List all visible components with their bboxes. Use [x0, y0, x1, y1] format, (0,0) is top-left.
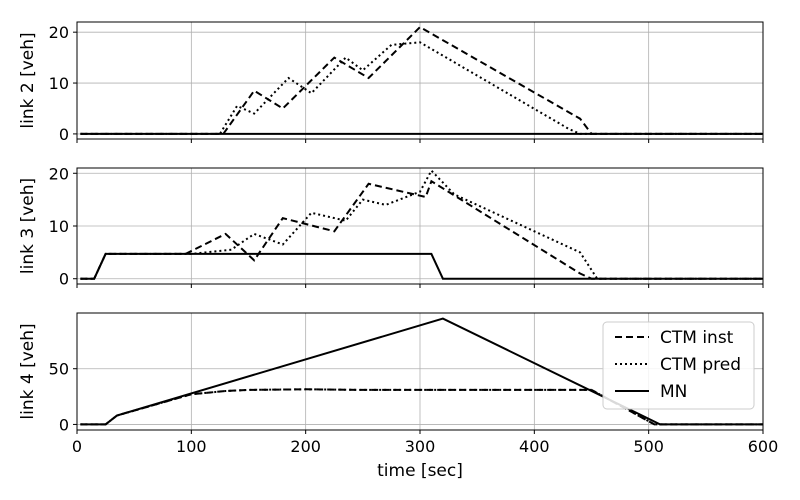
subplot-1: 0 10 20 link 2 [veh] [18, 21, 764, 144]
y-tick-label: 0 [59, 270, 69, 289]
series-ctm-inst [80, 25, 763, 135]
y-tick-label: 20 [49, 164, 69, 183]
legend-label: CTM pred [660, 355, 741, 375]
y-tick-label: 50 [49, 360, 69, 379]
series-ctm-pred [80, 168, 763, 280]
y-tick-label: 10 [49, 217, 69, 236]
legend-label: CTM inst [660, 328, 734, 348]
subplot-3: 0 100 200 300 400 500 600 0 50 link 4 [veh] time [… [18, 312, 779, 481]
x-tick-label: 100 [176, 437, 207, 456]
series-mn [80, 317, 763, 426]
x-tick-label: 0 [72, 437, 82, 456]
x-tick-label: 200 [290, 437, 321, 456]
series-ctm-pred [80, 388, 763, 426]
x-tick-label: 500 [633, 437, 664, 456]
y-axis-label: link 2 [veh] [18, 32, 38, 128]
subplot-2: 0 10 20 link 3 [veh] [18, 164, 764, 289]
y-axis-label: link 4 [veh] [18, 323, 38, 419]
series-ctm-pred [80, 41, 763, 135]
y-tick-label: 0 [59, 125, 69, 144]
x-axis-label: time [sec] [377, 461, 463, 481]
x-tick-label: 400 [519, 437, 550, 456]
series-ctm-inst [80, 179, 763, 280]
series-mn [80, 252, 763, 280]
legend-box [602, 321, 755, 410]
x-tick-label: 300 [405, 437, 436, 456]
x-tick-label: 600 [748, 437, 779, 456]
legend-label: MN [660, 382, 687, 402]
legend: CTM inst CTM pred MN [602, 321, 755, 410]
y-axis-label: link 3 [veh] [18, 178, 38, 274]
y-tick-label: 10 [49, 74, 69, 93]
y-tick-label: 20 [49, 23, 69, 42]
y-tick-label: 0 [59, 415, 69, 434]
